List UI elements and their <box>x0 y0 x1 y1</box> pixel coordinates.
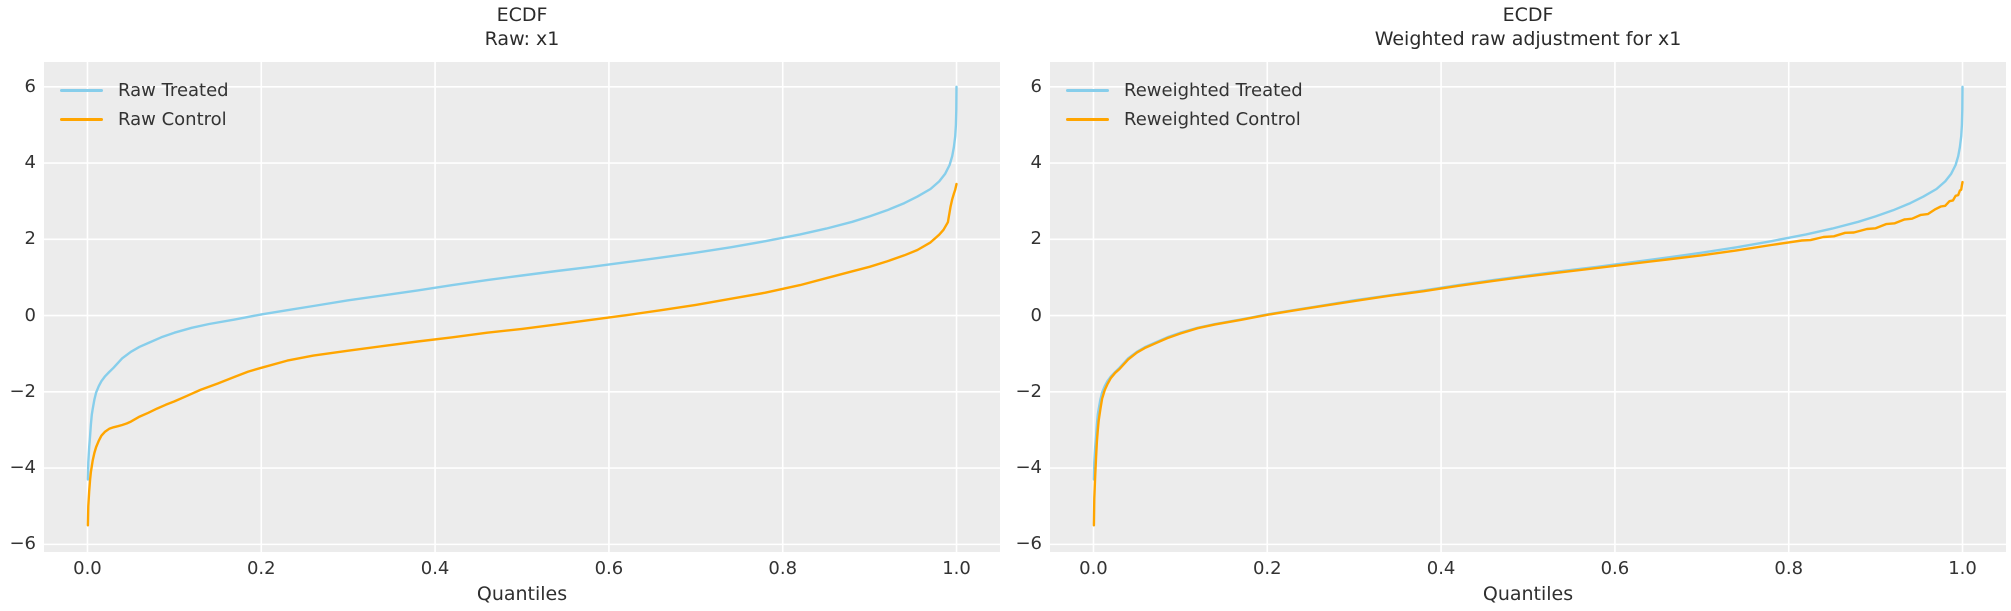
y-tick-label: 2 <box>1030 228 1042 250</box>
y-tick-label: −4 <box>9 457 36 479</box>
y-tick-label: 6 <box>1030 75 1042 97</box>
x-tick-label: 0.6 <box>1600 558 1630 579</box>
legend-line-swatch <box>1066 118 1109 121</box>
x-tick-label: 0.6 <box>594 558 624 579</box>
y-tick-label: −6 <box>1015 533 1042 555</box>
y-tick-label: 0 <box>1030 304 1042 326</box>
series-line-raw-treated <box>86 85 958 481</box>
plot-title-weighted: ECDF Weighted raw adjustment for x1 <box>1374 4 1682 50</box>
x-axis-label-weighted: Quantiles <box>1482 583 1574 605</box>
plot-title-raw: ECDF Raw: x1 <box>484 4 560 50</box>
x-tick-label: 0.8 <box>768 558 798 579</box>
legend-item: Raw Treated <box>60 76 229 105</box>
x-tick-label: 0.2 <box>1252 558 1282 579</box>
legend-line-swatch <box>60 89 103 92</box>
x-tick-label: 0.4 <box>420 558 450 579</box>
legend-item: Reweighted Treated <box>1066 76 1303 105</box>
series-line-reweighted-control <box>1092 180 1964 527</box>
legend-line-swatch <box>60 118 103 121</box>
x-tick-label: 0.0 <box>73 558 102 579</box>
x-tick-label: 0.4 <box>1426 558 1456 579</box>
series-line-reweighted-treated <box>1092 85 1964 481</box>
x-tick-label: 0.0 <box>1079 558 1108 579</box>
y-tick-label: 2 <box>24 228 36 250</box>
y-tick-label: 4 <box>1030 152 1042 174</box>
legend-item: Raw Control <box>60 105 229 134</box>
y-tick-label: −2 <box>9 380 36 402</box>
y-tick-label: 4 <box>24 152 36 174</box>
y-tick-label: −6 <box>9 533 36 555</box>
legend-label: Raw Treated <box>118 80 229 101</box>
y-tick-label: 0 <box>24 304 36 326</box>
series-line-raw-control <box>86 182 958 527</box>
y-tick-label: −4 <box>1015 457 1042 479</box>
y-tick-label: 6 <box>24 75 36 97</box>
legend-label: Raw Control <box>118 109 227 130</box>
plot-area-raw <box>44 62 1000 552</box>
legend-label: Reweighted Control <box>1124 109 1301 130</box>
x-tick-label: 1.0 <box>1948 558 1977 579</box>
plot-canvas-raw <box>44 62 1000 552</box>
x-tick-label: 0.2 <box>246 558 276 579</box>
legend-label: Reweighted Treated <box>1124 80 1303 101</box>
plot-canvas-weighted <box>1050 62 2006 552</box>
x-tick-label: 0.8 <box>1774 558 1804 579</box>
plot-area-weighted <box>1050 62 2006 552</box>
legend-item: Reweighted Control <box>1066 105 1303 134</box>
x-axis-label-raw: Quantiles <box>476 583 568 605</box>
x-tick-label: 1.0 <box>942 558 971 579</box>
y-tick-label: −2 <box>1015 380 1042 402</box>
legend-weighted: Reweighted Treated Reweighted Control <box>1066 76 1303 134</box>
legend-line-swatch <box>1066 89 1109 92</box>
legend-raw: Raw Treated Raw Control <box>60 76 229 134</box>
